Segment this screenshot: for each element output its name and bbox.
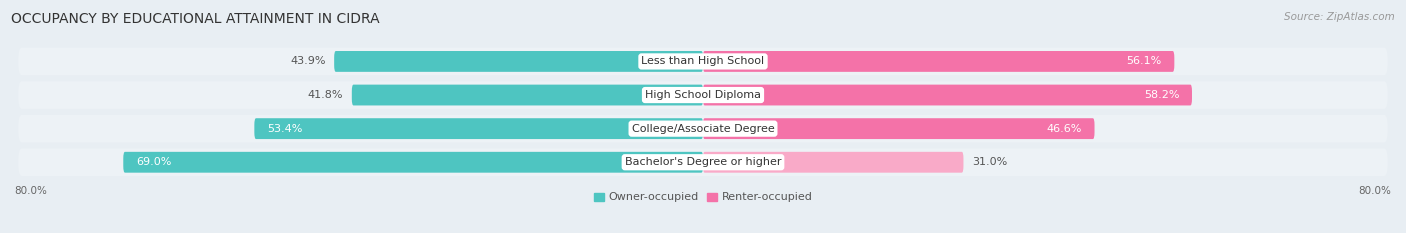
Text: 43.9%: 43.9% [290,56,326,66]
FancyBboxPatch shape [124,152,703,173]
FancyBboxPatch shape [18,48,1388,75]
Text: High School Diploma: High School Diploma [645,90,761,100]
Text: 41.8%: 41.8% [308,90,343,100]
FancyBboxPatch shape [18,115,1388,142]
Text: 58.2%: 58.2% [1144,90,1180,100]
Text: Source: ZipAtlas.com: Source: ZipAtlas.com [1284,12,1395,22]
Text: OCCUPANCY BY EDUCATIONAL ATTAINMENT IN CIDRA: OCCUPANCY BY EDUCATIONAL ATTAINMENT IN C… [11,12,380,26]
FancyBboxPatch shape [254,118,703,139]
Text: College/Associate Degree: College/Associate Degree [631,124,775,134]
FancyBboxPatch shape [335,51,703,72]
FancyBboxPatch shape [18,81,1388,109]
Text: Less than High School: Less than High School [641,56,765,66]
FancyBboxPatch shape [703,118,1094,139]
Text: 69.0%: 69.0% [136,157,172,167]
FancyBboxPatch shape [352,85,703,106]
Text: 53.4%: 53.4% [267,124,302,134]
Text: 31.0%: 31.0% [972,157,1007,167]
Text: 46.6%: 46.6% [1046,124,1083,134]
FancyBboxPatch shape [18,148,1388,176]
FancyBboxPatch shape [703,85,1192,106]
Text: Bachelor's Degree or higher: Bachelor's Degree or higher [624,157,782,167]
Text: 56.1%: 56.1% [1126,56,1161,66]
FancyBboxPatch shape [703,152,963,173]
FancyBboxPatch shape [703,51,1174,72]
Legend: Owner-occupied, Renter-occupied: Owner-occupied, Renter-occupied [589,188,817,207]
